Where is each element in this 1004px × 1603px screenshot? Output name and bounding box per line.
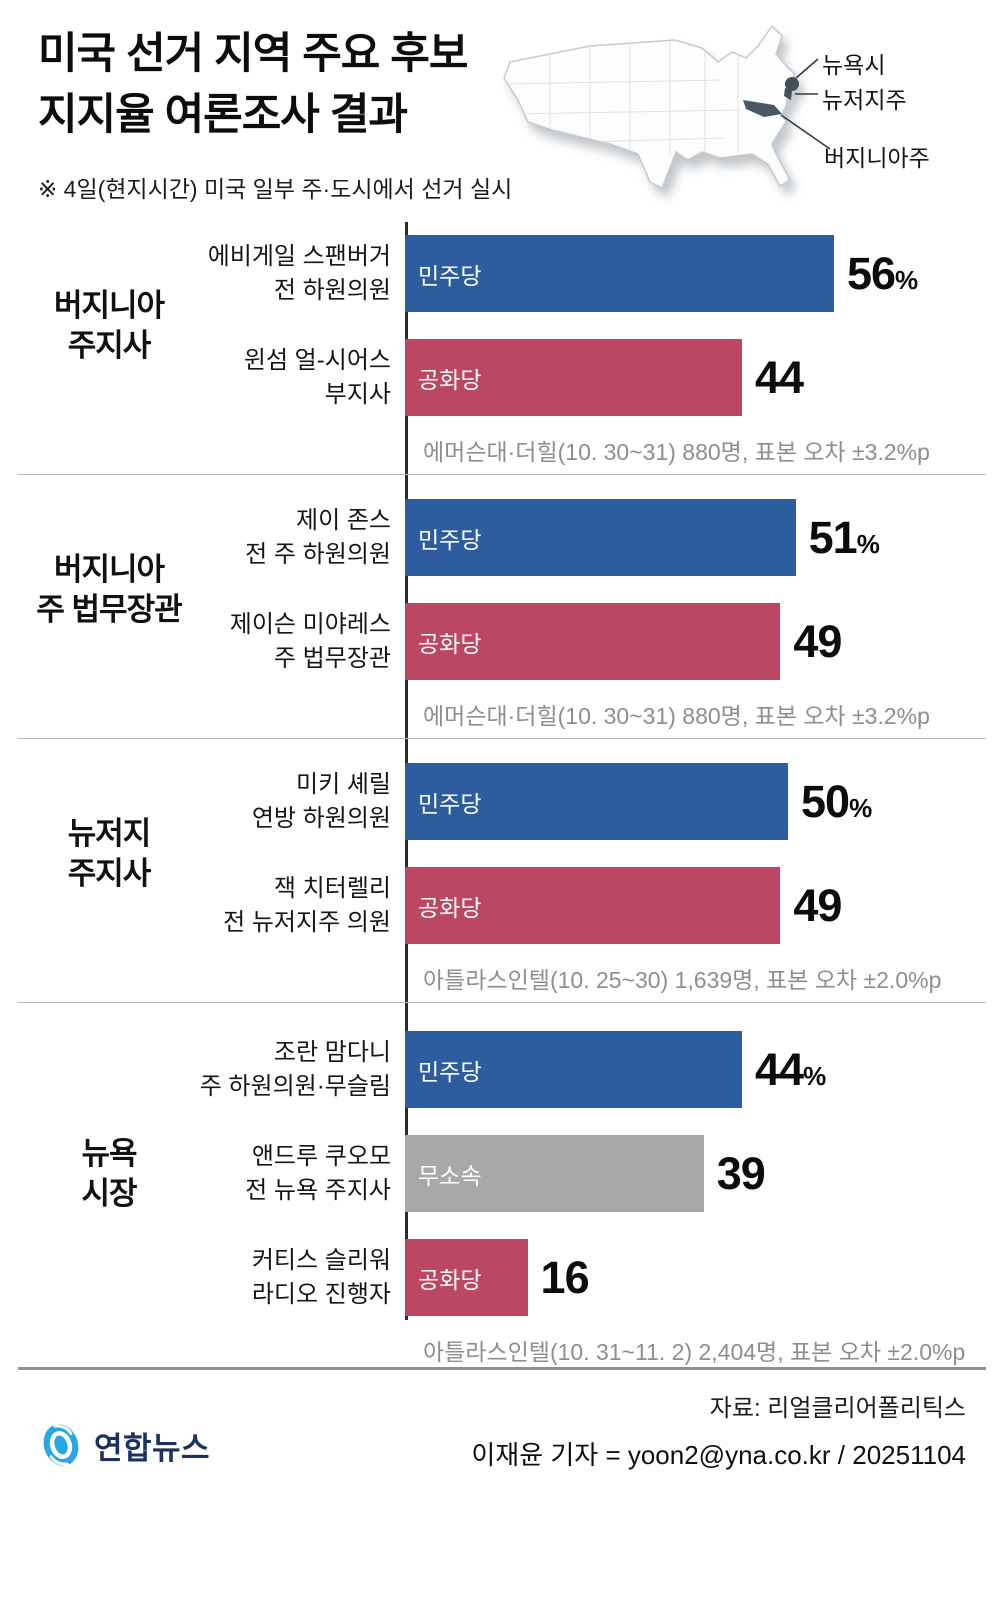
bar-row: 민주당 50% — [405, 763, 1004, 840]
value-label: 44 — [755, 351, 804, 403]
bar-row: 민주당 56% — [405, 235, 1004, 312]
map-label-nyc: 뉴욕시 — [822, 52, 886, 78]
us-mainland — [503, 24, 799, 190]
note-text: ※ 4일(현지시간) 미국 일부 주·도시에서 선거 실시 — [38, 176, 513, 202]
party-label: 공화당 — [418, 366, 482, 393]
party-label: 공화당 — [418, 894, 482, 921]
us-map: 뉴욕시 뉴저지주 버지니아주 — [490, 2, 1004, 216]
new-jersey-shape — [784, 88, 792, 100]
value-label: 39 — [716, 1147, 766, 1199]
virginia-shape — [743, 100, 782, 117]
bar-democrat: 민주당 — [405, 1031, 743, 1108]
bar-row: 공화당 49 — [405, 867, 1004, 944]
bar-row: 민주당 44% — [405, 1031, 1004, 1108]
state-borders — [505, 38, 741, 158]
value-label: 49 — [793, 879, 842, 931]
value-label: 49 — [793, 615, 842, 667]
bar-republican: 공화당 — [405, 339, 743, 416]
poll-source: 아틀라스인텔(10. 31~11. 2) 2,404명, 표본 오차 ±2.0%… — [423, 1339, 966, 1365]
group-label: 뉴저지 주지사 — [67, 815, 152, 891]
bar-row: 공화당 16 — [405, 1239, 1004, 1316]
poll-chart: 버지니아 주지사 에비게일 스팬버거 전 하원의원 민주당 56% 윈섬 얼-시… — [0, 222, 1004, 1367]
credits: 자료: 리얼클리어폴리틱스 이재윤 기자 = yoon2@yna.co.kr /… — [471, 1384, 986, 1472]
group-label: 뉴욕 시장 — [81, 1135, 137, 1211]
bar-republican: 공화당 — [405, 603, 781, 680]
data-source-credit: 자료: 리얼클리어폴리틱스 — [709, 1395, 966, 1422]
yonhap-logo-text: 연합뉴스 — [94, 1430, 211, 1466]
value-label: 44% — [755, 1043, 826, 1095]
group-label: 버지니아 주 법무장관 — [36, 551, 182, 627]
candidate-name: 커티스 슬리워 라디오 진행자 — [251, 1246, 391, 1308]
bar-democrat: 민주당 — [405, 499, 796, 576]
bar-independent: 무소속 — [405, 1135, 704, 1212]
section-virginia-governor: 버지니아 주지사 에비게일 스팬버거 전 하원의원 민주당 56% 윈섬 얼-시… — [0, 222, 1004, 475]
bar-row: 민주당 51% — [405, 499, 1004, 576]
party-label: 민주당 — [418, 790, 482, 817]
map-label-va: 버지니아주 — [824, 145, 930, 171]
party-label: 공화당 — [418, 1266, 482, 1293]
section-virginia-ag: 버지니아 주 법무장관 제이 존스 전 주 하원의원 민주당 51% 제이슨 미… — [0, 475, 1004, 739]
value-label: 56% — [846, 247, 918, 299]
poll-source: 아틀라스인텔(10. 25~30) 1,639명, 표본 오차 ±2.0%p — [423, 967, 942, 993]
candidate-name: 제이 존스 전 주 하원의원 — [245, 506, 391, 568]
yonhap-logo: 연합뉴스 — [38, 1418, 210, 1472]
party-label: 민주당 — [418, 1058, 482, 1085]
us-map-graphic — [503, 24, 831, 190]
map-label-nj: 뉴저지주 — [822, 87, 907, 113]
nyc-dot — [785, 77, 799, 91]
title-line-2: 지지율 여론조사 결과 — [38, 91, 408, 140]
group-label: 버지니아 주지사 — [53, 287, 165, 363]
footer: 연합뉴스 자료: 리얼클리어폴리틱스 이재윤 기자 = yoon2@yna.co… — [18, 1367, 986, 1472]
section-nj-governor: 뉴저지 주지사 미키 셰릴 연방 하원의원 민주당 50% 잭 치터렐리 전 뉴… — [0, 739, 1004, 1003]
map-connector-lines — [780, 58, 831, 150]
page-title: 미국 선거 지역 주요 후보 지지율 여론조사 결과 — [38, 24, 468, 146]
party-label: 민주당 — [418, 262, 482, 289]
yonhap-logo-icon — [43, 1424, 79, 1466]
value-label: 16 — [540, 1251, 590, 1303]
candidate-name: 앤드루 쿠오모 전 뉴욕 주지사 — [245, 1142, 391, 1204]
reporter-byline: 이재윤 기자 = yoon2@yna.co.kr / 20251104 — [471, 1440, 966, 1470]
poll-source: 에머슨대·더힐(10. 30~31) 880명, 표본 오차 ±3.2%p — [423, 703, 930, 729]
bar-democrat: 민주당 — [405, 235, 834, 312]
candidate-name: 윈섬 얼-시어스 부지사 — [243, 346, 391, 408]
bar-row: 무소속 39 — [405, 1135, 1004, 1212]
candidate-name: 조란 맘다니 주 하원의원·무슬림 — [199, 1038, 391, 1100]
poll-source: 에머슨대·더힐(10. 30~31) 880명, 표본 오차 ±3.2%p — [423, 439, 930, 465]
bar-row: 공화당 49 — [405, 603, 1004, 680]
bar-republican: 공화당 — [405, 1239, 528, 1316]
value-label: 51% — [808, 511, 880, 563]
candidate-name: 제이슨 미야레스 주 법무장관 — [229, 610, 391, 672]
candidate-name: 잭 치터렐리 전 뉴저지주 의원 — [223, 874, 391, 936]
title-line-1: 미국 선거 지역 주요 후보 — [38, 30, 468, 78]
party-label: 무소속 — [418, 1162, 482, 1189]
value-label: 50% — [801, 775, 872, 827]
bar-republican: 공화당 — [405, 867, 781, 944]
party-label: 공화당 — [418, 630, 482, 657]
bar-row: 공화당 44 — [405, 339, 1004, 416]
candidate-name: 에비게일 스팬버거 전 하원의원 — [207, 242, 391, 304]
party-label: 민주당 — [418, 526, 482, 553]
section-nyc-mayor: 뉴욕 시장 조란 맘다니 주 하원의원·무슬림 민주당 44% 앤드루 쿠오모 … — [0, 1003, 1004, 1383]
bar-democrat: 민주당 — [405, 763, 788, 840]
candidate-name: 미키 셰릴 연방 하원의원 — [251, 770, 391, 832]
